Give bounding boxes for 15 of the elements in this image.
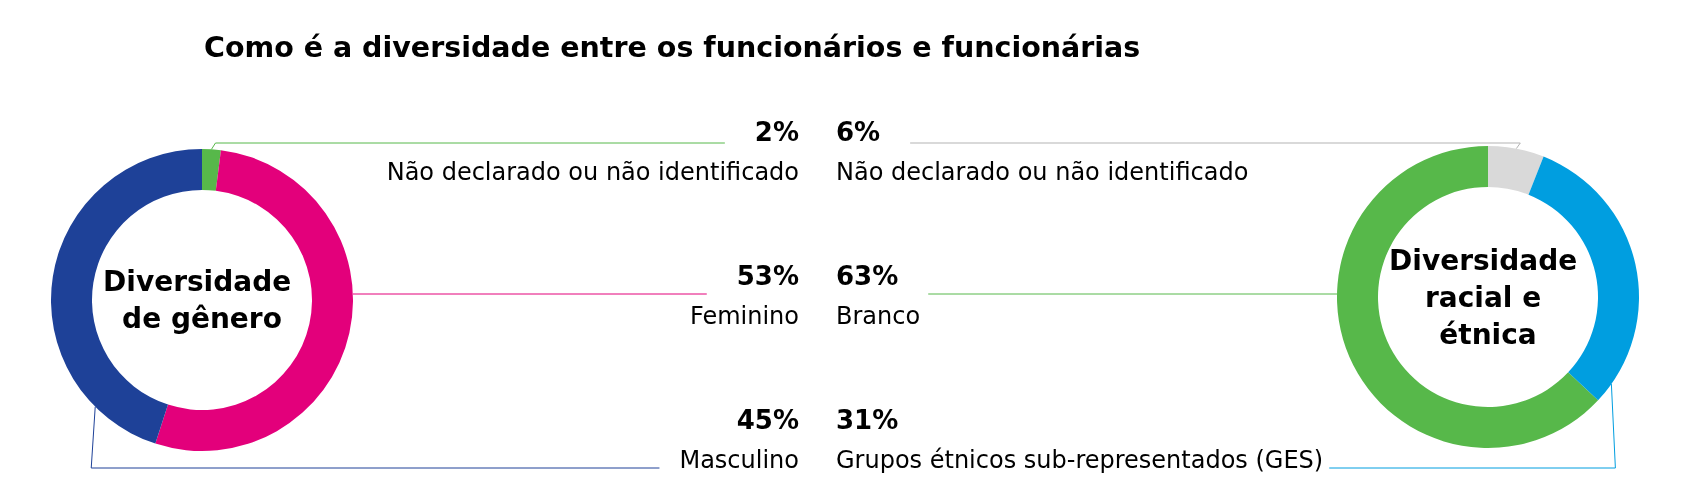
- data-label: 63%: [836, 261, 899, 291]
- data-label: 2%: [754, 117, 799, 147]
- slice-label: Branco: [836, 302, 921, 330]
- data-label: 31%: [836, 405, 899, 435]
- slice-label: Não declarado ou não identificado: [386, 158, 799, 186]
- slice-label: Grupos étnicos sub-representados (GES): [836, 446, 1324, 474]
- data-label: 53%: [736, 261, 799, 291]
- text: Diversidade racial e étnica: [1389, 243, 1587, 351]
- slice-label: Feminino: [689, 302, 799, 330]
- text: Diversidade de gênero: [103, 265, 301, 335]
- chart-title: Como é a diversidade entre os funcionários e funcionárias: [204, 31, 1141, 64]
- slice-label: Masculino: [679, 446, 799, 474]
- data-label: 45%: [736, 405, 799, 435]
- data-label: 6%: [836, 117, 881, 147]
- slice-label: Não declarado ou não identificado: [836, 158, 1249, 186]
